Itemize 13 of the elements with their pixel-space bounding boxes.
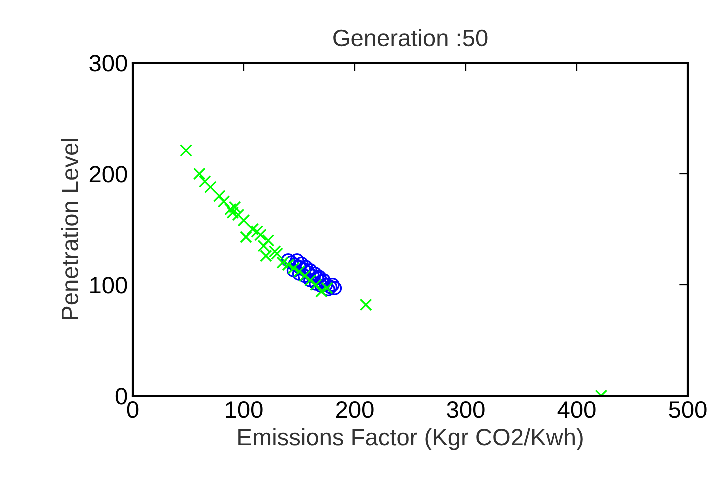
x-tick-label: 200	[336, 401, 374, 418]
x-tick-label: 0	[127, 401, 139, 418]
y-axis-title: Penetration Level	[61, 139, 79, 320]
y-tick-label: 100	[90, 277, 128, 294]
y-tick-label: 200	[90, 166, 128, 183]
y-tick-label: 300	[90, 55, 128, 72]
y-tick-label: 0	[116, 388, 128, 405]
x-tick-label: 300	[447, 401, 485, 418]
chart-title: Generation :50	[334, 29, 488, 47]
x-tick-label: 100	[226, 401, 263, 418]
x-tick-label: 400	[558, 401, 596, 418]
x-tick-label: 500	[669, 401, 707, 418]
x-axis-title: Emissions Factor (Kgr CO2/Kwh)	[238, 428, 583, 450]
